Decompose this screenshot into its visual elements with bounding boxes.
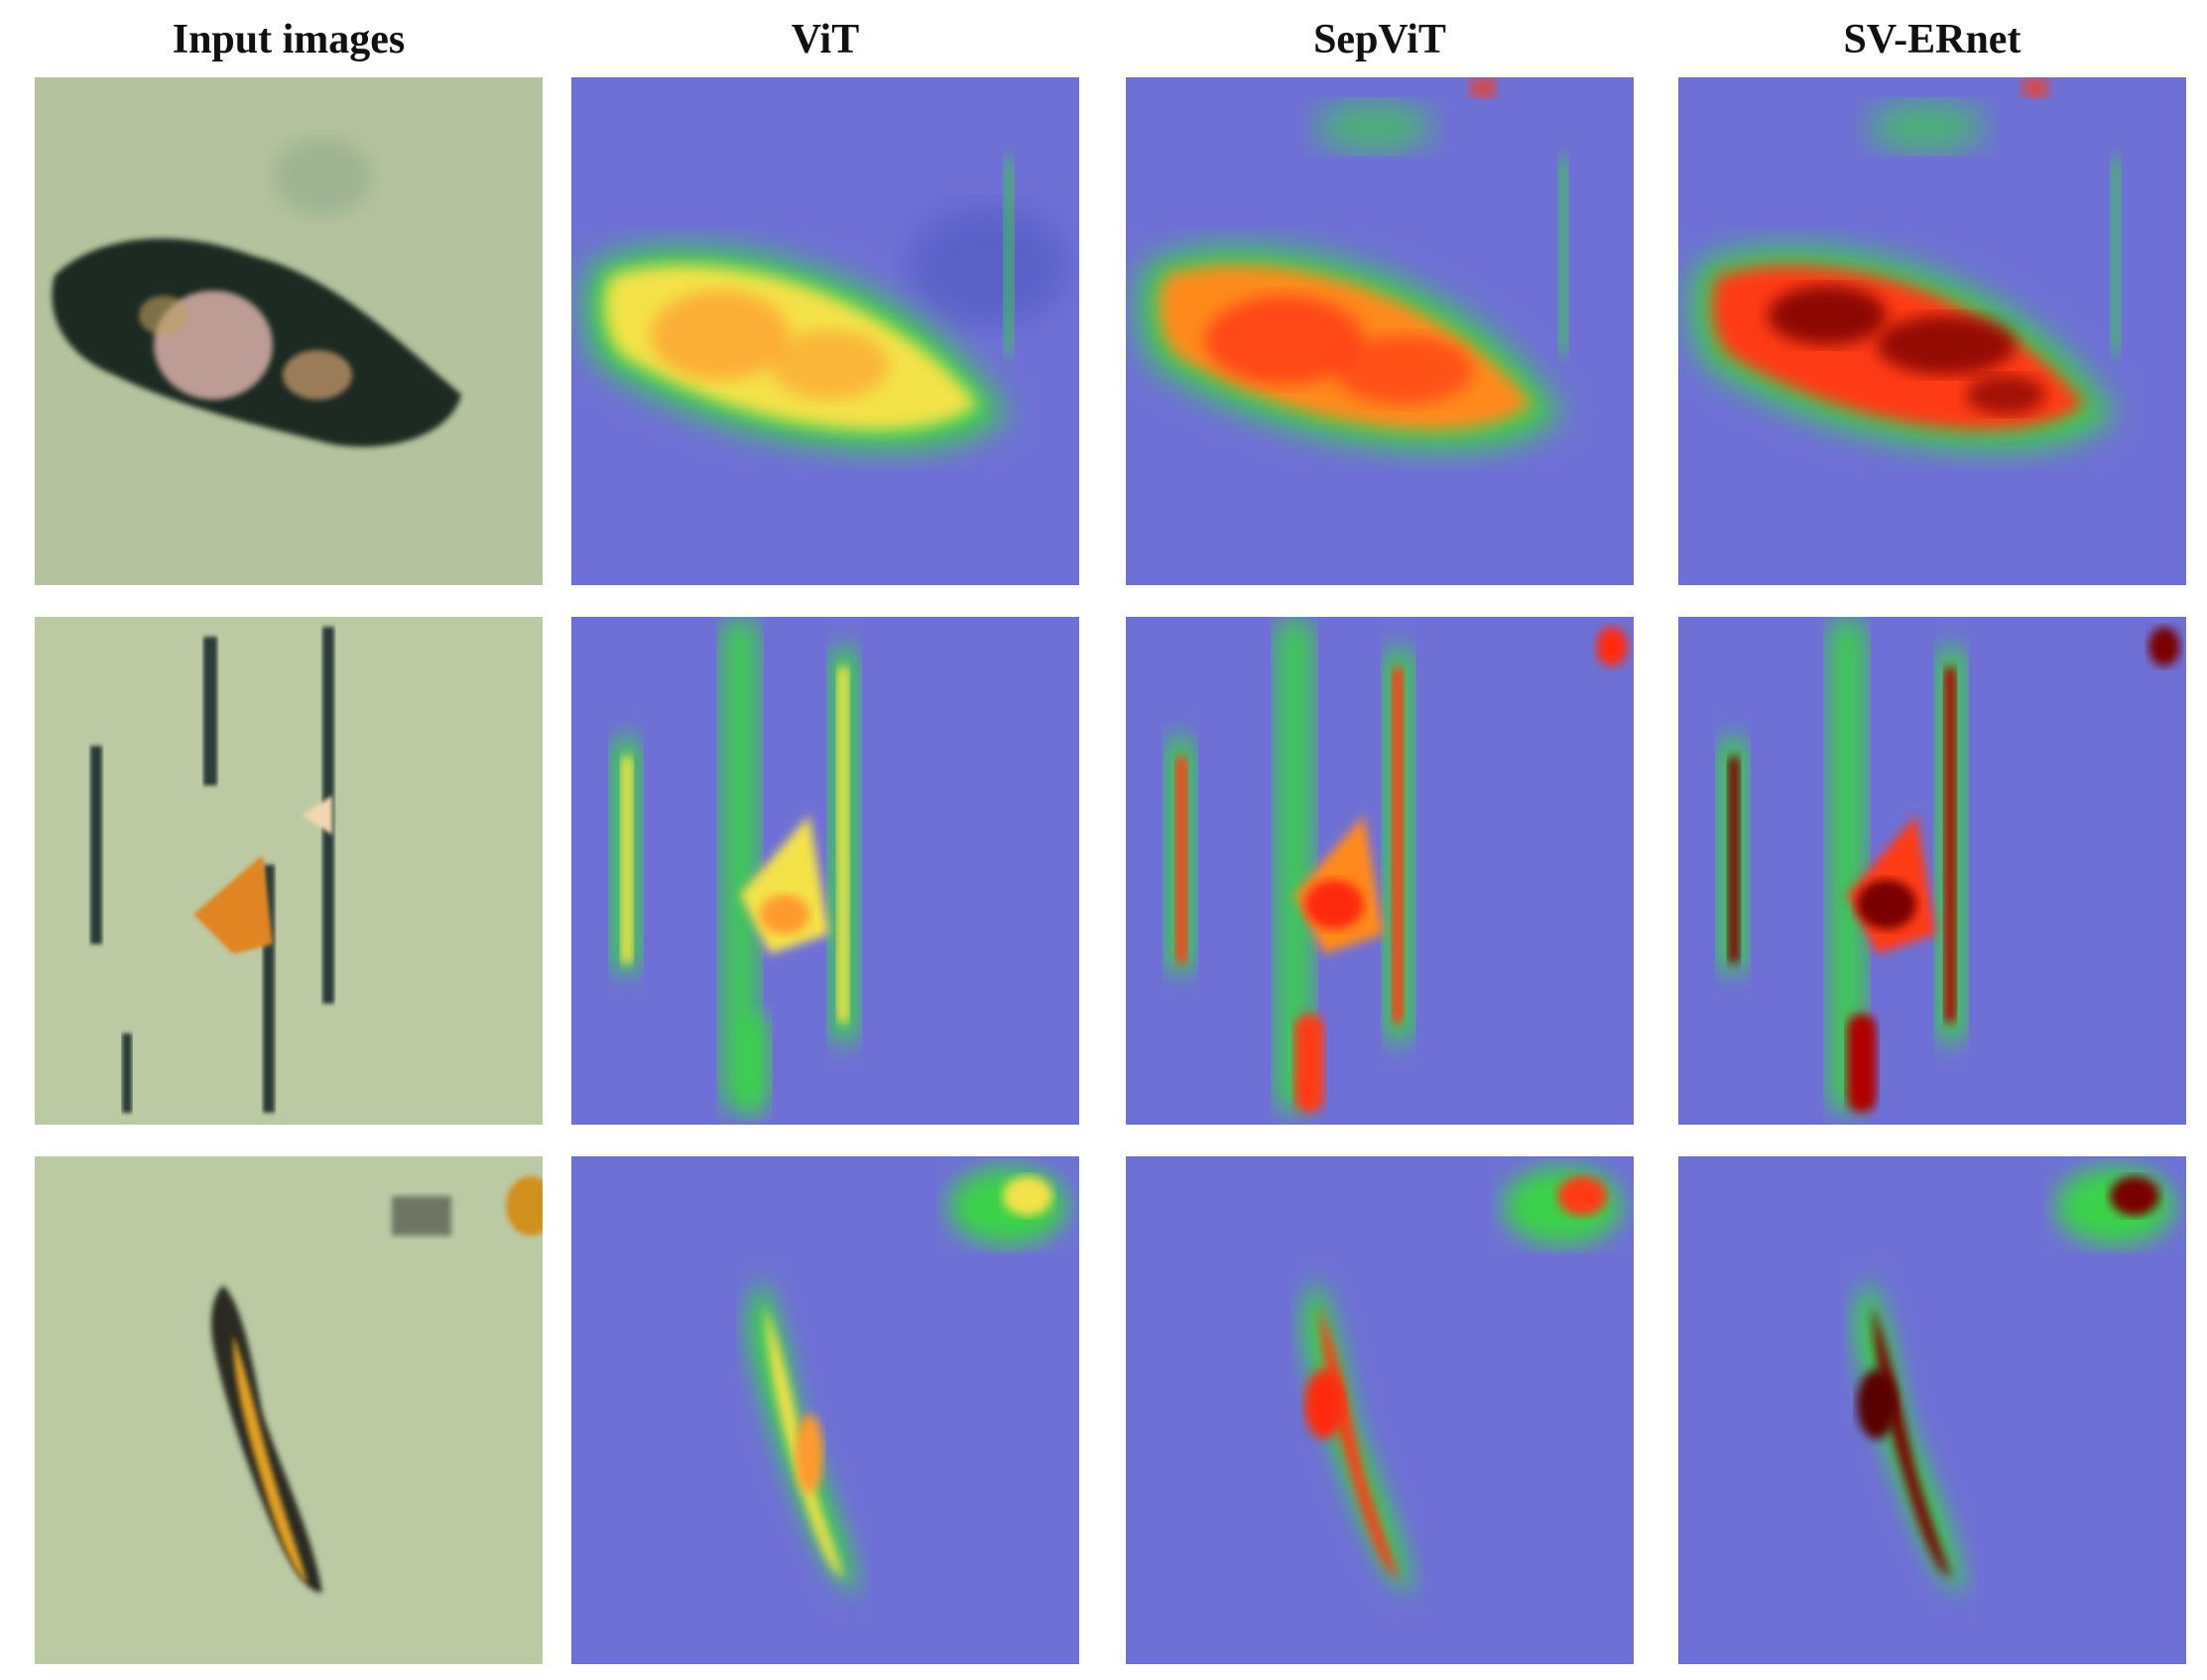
heatmap-sv-ernet-row-2 [1678, 617, 2186, 1125]
input-image-row-3 [35, 1156, 543, 1664]
input-image-row-2 [35, 617, 543, 1125]
heatmap-sv-ernet-row-1 [1678, 77, 2186, 585]
heatmap-sepvit-row-3 [1126, 1156, 1634, 1664]
column-label-input-images: Input images [172, 17, 406, 62]
column-label-sv-ernet: SV-ERnet [1843, 17, 2022, 62]
heatmap-sepvit-row-1 [1126, 77, 1634, 585]
heatmap-vit-row-2 [571, 617, 1079, 1125]
column-label-sepvit: SepViT [1313, 17, 1446, 62]
heatmap-sepvit-row-2 [1126, 617, 1634, 1125]
heatmap-sv-ernet-row-3 [1678, 1156, 2186, 1664]
column-label-vit: ViT [791, 17, 860, 62]
input-image-row-1 [35, 77, 543, 585]
heatmap-vit-row-3 [571, 1156, 1079, 1664]
heatmap-vit-row-1 [571, 77, 1079, 585]
